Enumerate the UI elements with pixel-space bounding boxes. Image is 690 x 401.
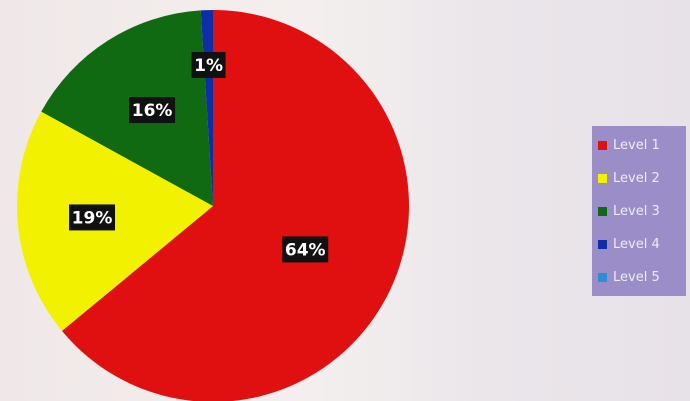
- data-label-text: 64%: [285, 240, 326, 260]
- data-label-box: [69, 204, 116, 231]
- legend-swatch-level-2: [598, 174, 607, 183]
- legend-item-level-2: Level 2: [598, 162, 686, 195]
- legend-swatch-level-4: [598, 240, 607, 249]
- legend-label-level-2: Level 2: [613, 171, 660, 186]
- legend-swatch-level-3: [598, 207, 607, 216]
- data-label-box: [282, 236, 329, 263]
- legend-label-level-3: Level 3: [613, 204, 660, 219]
- data-label-level-4: 1%: [191, 51, 226, 78]
- legend-item-level-4: Level 4: [598, 228, 686, 261]
- data-label-text: 19%: [72, 208, 113, 228]
- legend-label-level-4: Level 4: [613, 237, 660, 252]
- pie-slice-level-1: [61, 10, 409, 401]
- legend-label-level-1: Level 1: [613, 138, 660, 153]
- data-label-text: 16%: [132, 101, 173, 121]
- data-label-box: [191, 51, 226, 78]
- data-label-level-2: 19%: [69, 204, 116, 231]
- legend-item-level-1: Level 1: [598, 129, 686, 162]
- legend: Level 1 Level 2 Level 3 Level 4 Level 5: [592, 126, 686, 296]
- legend-label-level-5: Level 5: [613, 270, 660, 285]
- legend-swatch-level-1: [598, 141, 607, 150]
- data-label-level-1: 64%: [282, 236, 329, 263]
- legend-swatch-level-5: [598, 273, 607, 282]
- legend-item-level-5: Level 5: [598, 261, 686, 294]
- data-label-text: 1%: [194, 56, 223, 76]
- data-label-box: [129, 97, 176, 124]
- data-label-level-3: 16%: [129, 97, 176, 124]
- pie-slice-level-3: [41, 10, 213, 206]
- legend-item-level-3: Level 3: [598, 195, 686, 228]
